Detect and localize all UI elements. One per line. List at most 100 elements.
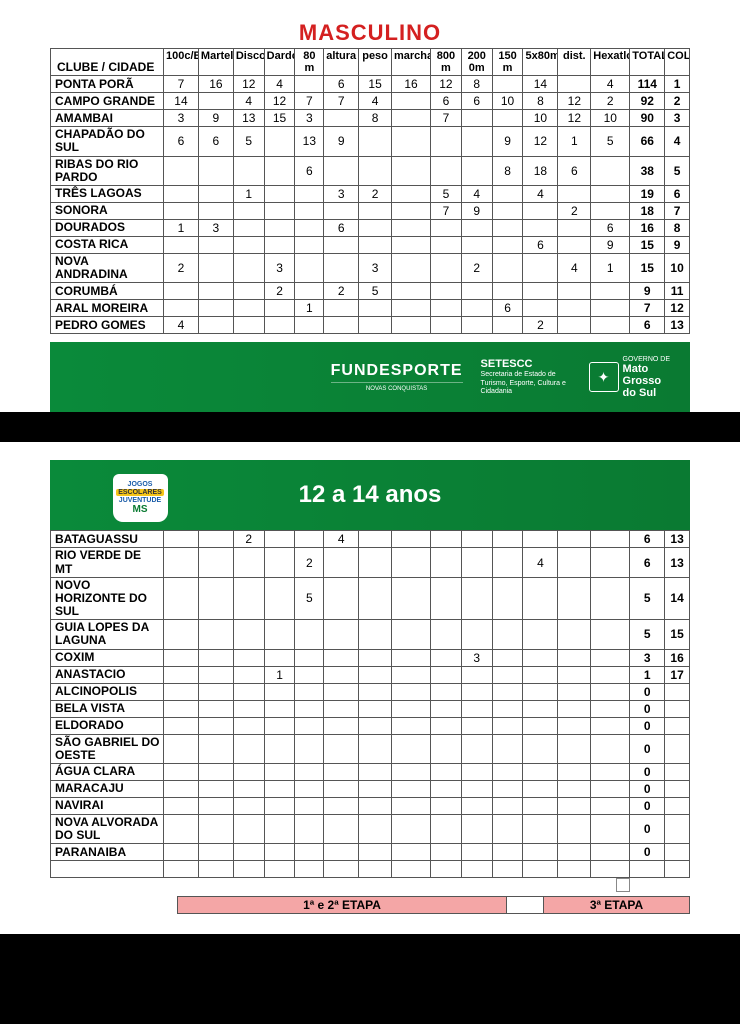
value-cell bbox=[295, 76, 324, 93]
club-name: NOVA ANDRADINA bbox=[51, 253, 164, 282]
rank-cell: 6 bbox=[665, 185, 690, 202]
value-cell bbox=[198, 700, 233, 717]
column-header: 5x80m bbox=[523, 49, 558, 76]
value-cell bbox=[164, 798, 199, 815]
value-cell bbox=[264, 300, 295, 317]
value-cell bbox=[591, 717, 630, 734]
value-cell: 6 bbox=[461, 93, 492, 110]
value-cell: 2 bbox=[523, 317, 558, 334]
etapa-legend: 1ª e 2ª ETAPA 3ª ETAPA bbox=[50, 896, 690, 914]
value-cell bbox=[461, 577, 492, 620]
value-cell bbox=[295, 317, 324, 334]
value-cell: 4 bbox=[523, 548, 558, 577]
value-cell bbox=[492, 219, 523, 236]
value-cell bbox=[461, 156, 492, 185]
total-cell: 9 bbox=[630, 283, 665, 300]
value-cell bbox=[233, 734, 264, 763]
value-cell bbox=[198, 283, 233, 300]
value-cell bbox=[324, 798, 359, 815]
value-cell bbox=[164, 734, 199, 763]
value-cell bbox=[198, 666, 233, 683]
value-cell: 4 bbox=[558, 253, 591, 282]
value-cell bbox=[164, 300, 199, 317]
value-cell bbox=[295, 734, 324, 763]
club-name: GUIA LOPES DA LAGUNA bbox=[51, 620, 164, 649]
value-cell: 5 bbox=[295, 577, 324, 620]
value-cell: 5 bbox=[233, 127, 264, 156]
value-cell: 8 bbox=[461, 76, 492, 93]
club-name: COXIM bbox=[51, 649, 164, 666]
value-cell bbox=[233, 700, 264, 717]
value-cell bbox=[431, 815, 462, 844]
value-cell bbox=[523, 700, 558, 717]
value-cell bbox=[461, 844, 492, 861]
value-cell bbox=[359, 156, 392, 185]
column-header: Disco bbox=[233, 49, 264, 76]
value-cell bbox=[324, 317, 359, 334]
value-cell: 6 bbox=[295, 156, 324, 185]
value-cell bbox=[461, 620, 492, 649]
value-cell bbox=[198, 764, 233, 781]
value-cell: 15 bbox=[359, 76, 392, 93]
value-cell: 15 bbox=[264, 110, 295, 127]
value-cell: 7 bbox=[164, 76, 199, 93]
value-cell bbox=[233, 666, 264, 683]
table-row: PARANAIBA0 bbox=[51, 844, 690, 861]
table-row: COXIM3316 bbox=[51, 649, 690, 666]
table-row: MARACAJU0 bbox=[51, 781, 690, 798]
value-cell bbox=[558, 531, 591, 548]
value-cell bbox=[164, 764, 199, 781]
total-cell: 0 bbox=[630, 844, 665, 861]
value-cell bbox=[392, 700, 431, 717]
value-cell bbox=[324, 781, 359, 798]
value-cell bbox=[461, 548, 492, 577]
value-cell bbox=[392, 219, 431, 236]
rank-cell: 11 bbox=[665, 283, 690, 300]
value-cell bbox=[431, 649, 462, 666]
value-cell bbox=[492, 666, 523, 683]
value-cell bbox=[359, 127, 392, 156]
value-cell: 14 bbox=[523, 76, 558, 93]
value-cell bbox=[431, 548, 462, 577]
value-cell bbox=[461, 700, 492, 717]
value-cell: 1 bbox=[591, 253, 630, 282]
club-name: ÁGUA CLARA bbox=[51, 764, 164, 781]
value-cell: 6 bbox=[164, 127, 199, 156]
value-cell bbox=[558, 577, 591, 620]
rank-cell bbox=[665, 844, 690, 861]
value-cell bbox=[492, 185, 523, 202]
results-table-1: CLUBE / CIDADE100c/BMarteloDiscoDardo80m… bbox=[50, 48, 690, 334]
value-cell: 12 bbox=[264, 93, 295, 110]
value-cell bbox=[233, 815, 264, 844]
value-cell bbox=[359, 700, 392, 717]
value-cell: 6 bbox=[431, 93, 462, 110]
value-cell bbox=[295, 798, 324, 815]
value-cell: 8 bbox=[523, 93, 558, 110]
value-cell bbox=[492, 110, 523, 127]
value-cell bbox=[461, 717, 492, 734]
value-cell bbox=[392, 734, 431, 763]
value-cell bbox=[233, 236, 264, 253]
value-cell bbox=[591, 620, 630, 649]
value-cell bbox=[492, 734, 523, 763]
value-cell: 9 bbox=[461, 202, 492, 219]
value-cell bbox=[558, 764, 591, 781]
value-cell: 4 bbox=[264, 76, 295, 93]
value-cell: 2 bbox=[295, 548, 324, 577]
total-cell: 90 bbox=[630, 110, 665, 127]
value-cell bbox=[295, 815, 324, 844]
shield-icon: ✦ bbox=[589, 362, 619, 392]
value-cell bbox=[198, 781, 233, 798]
value-cell bbox=[461, 815, 492, 844]
value-cell bbox=[164, 700, 199, 717]
total-cell: 16 bbox=[630, 219, 665, 236]
value-cell bbox=[295, 781, 324, 798]
value-cell bbox=[523, 734, 558, 763]
value-cell bbox=[324, 236, 359, 253]
rank-cell bbox=[665, 798, 690, 815]
value-cell: 3 bbox=[461, 649, 492, 666]
value-cell bbox=[164, 666, 199, 683]
value-cell: 14 bbox=[164, 93, 199, 110]
value-cell bbox=[264, 683, 295, 700]
value-cell: 2 bbox=[558, 202, 591, 219]
